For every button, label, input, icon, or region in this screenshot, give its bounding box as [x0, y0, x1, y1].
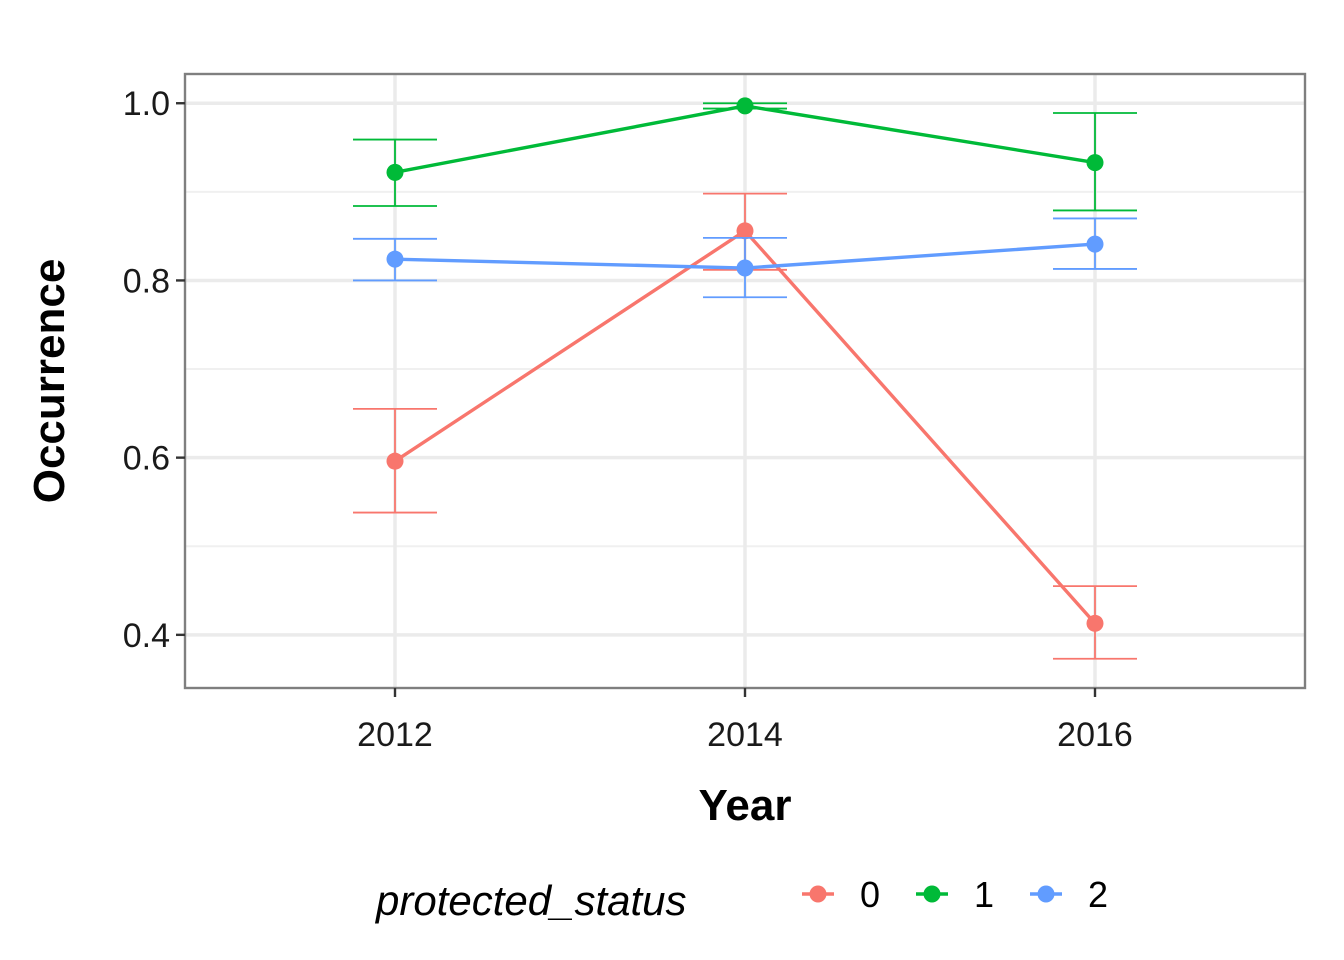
- legend-label: 2: [1088, 874, 1108, 915]
- x-tick-label: 2016: [1057, 716, 1133, 754]
- data-point: [736, 222, 754, 240]
- legend-key-point: [923, 885, 941, 903]
- data-point: [736, 97, 754, 115]
- legend-label: 1: [974, 874, 994, 915]
- data-point: [386, 452, 404, 470]
- series-layer: [353, 97, 1137, 660]
- y-axis: 0.4 0.6 0.8 1.0: [123, 85, 185, 655]
- series-1: [353, 97, 1137, 212]
- legend-key-point: [809, 885, 827, 903]
- legend-title: protected_status: [374, 877, 687, 924]
- y-axis-title: Occurrence: [25, 259, 74, 504]
- data-point: [1086, 614, 1104, 632]
- y-tick-label: 1.0: [123, 85, 170, 123]
- data-point: [386, 163, 404, 181]
- data-point: [1086, 235, 1104, 253]
- data-point: [1086, 154, 1104, 172]
- x-tick-label: 2014: [707, 716, 783, 754]
- y-tick-label: 0.8: [123, 262, 170, 300]
- series-0: [353, 192, 1137, 660]
- legend-item-1: 1: [916, 874, 994, 915]
- legend-item-2: 2: [1030, 874, 1108, 915]
- x-tick-label: 2012: [357, 716, 433, 754]
- data-point: [736, 259, 754, 277]
- y-tick-label: 0.4: [123, 617, 170, 655]
- data-point: [386, 250, 404, 268]
- x-axis: 2012 2014 2016: [357, 688, 1133, 754]
- legend-item-0: 0: [802, 874, 880, 915]
- y-tick-label: 0.6: [123, 440, 170, 478]
- x-axis-title: Year: [699, 781, 792, 830]
- legend-label: 0: [860, 874, 880, 915]
- series-2: [353, 217, 1137, 299]
- legend: protected_status 0 1 2: [374, 874, 1108, 924]
- legend-key-point: [1037, 885, 1055, 903]
